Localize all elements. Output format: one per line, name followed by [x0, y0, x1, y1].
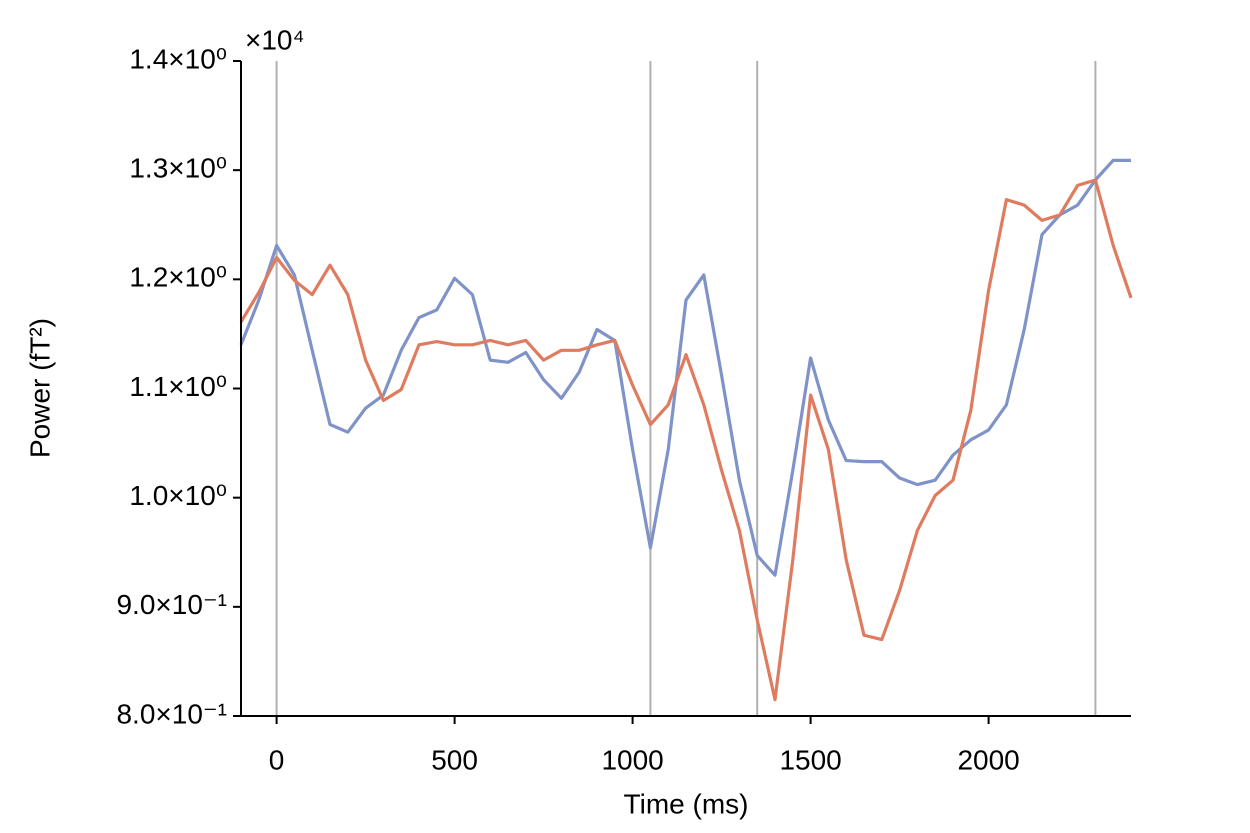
y-tick-label: 1.2×10⁰ [129, 262, 227, 293]
x-tick-label: 0 [269, 744, 285, 775]
x-tick-label: 1000 [601, 744, 663, 775]
y-offset-label: ×10⁴ [245, 24, 305, 55]
y-tick-label: 8.0×10⁻¹ [116, 698, 227, 729]
y-tick-label: 1.0×10⁰ [129, 480, 227, 511]
y-axis-label: Power (fT²) [24, 318, 55, 458]
y-tick-label: 1.1×10⁰ [129, 371, 227, 402]
x-tick-label: 500 [431, 744, 478, 775]
y-tick-label: 1.3×10⁰ [129, 153, 227, 184]
x-tick-label: 2000 [957, 744, 1019, 775]
data-line [239, 158, 1131, 577]
data-line [239, 178, 1133, 702]
y-tick-label: 1.4×10⁰ [129, 43, 227, 74]
x-axis-label: Time (ms) [624, 788, 749, 819]
x-tick-label: 1500 [779, 744, 841, 775]
y-tick-label: 9.0×10⁻¹ [116, 589, 227, 620]
